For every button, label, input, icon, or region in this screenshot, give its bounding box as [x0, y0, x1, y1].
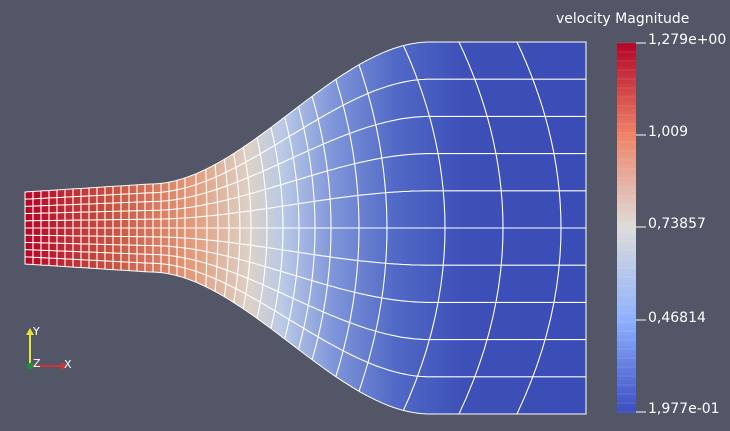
z-axis-marker [27, 363, 33, 369]
scalar-bar-label-max: 1,279e+00 [648, 32, 727, 48]
scalar-bar-label-2: 1,009 [648, 124, 689, 140]
mesh-stream-line [25, 241, 586, 303]
flow-domain[interactable] [24, 40, 587, 416]
axes-triad: Y Z X [26, 325, 72, 371]
mesh-stream-line [25, 249, 586, 341]
z-axis-label: Z [33, 357, 41, 370]
x-axis-arrow [61, 362, 68, 370]
scalar-bar-label-4: 0,46814 [648, 310, 706, 326]
mesh-stream-line [25, 234, 586, 266]
scalar-bar-label-min: 1,977e-01 [648, 401, 720, 417]
scalar-bar-gradient [617, 43, 636, 413]
mesh-grid [25, 42, 586, 414]
x-axis-label: X [64, 358, 72, 371]
scalar-bar-label-3: 0,73857 [648, 216, 706, 232]
mesh-stream-line [25, 190, 586, 222]
scalar-bar-bands [617, 42, 636, 413]
mesh-stream-line [25, 78, 586, 200]
y-axis-arrow [26, 328, 34, 335]
y-axis-label: Y [32, 325, 40, 338]
scalar-bar-title: velocity Magnitude [556, 11, 690, 27]
scalar-bar-ticks [636, 42, 646, 413]
scalar-bar [617, 42, 646, 413]
mesh-stream-line [25, 153, 586, 215]
mesh-stream-line [25, 115, 586, 207]
mesh-stream-line [25, 256, 586, 378]
flow-domain-outline [24, 41, 587, 415]
